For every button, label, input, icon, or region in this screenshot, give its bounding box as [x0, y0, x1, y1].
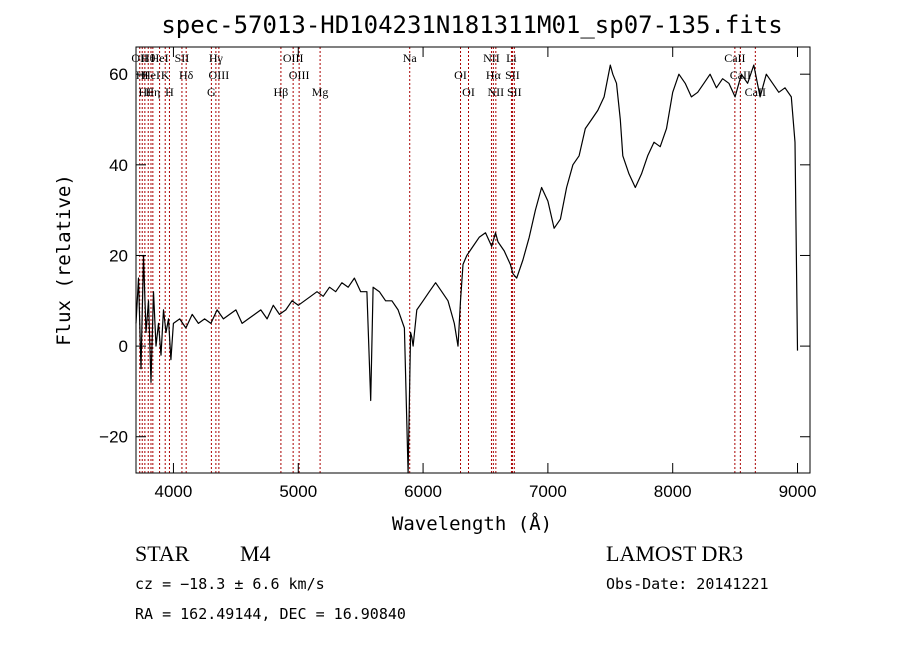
subclass: M4: [240, 541, 271, 566]
spectral-line-markers: [139, 47, 756, 473]
marker-label: OIII: [289, 68, 310, 82]
x-axis-label: Wavelength (Å): [392, 512, 552, 535]
marker-label: HeI: [142, 68, 160, 82]
marker-label: HI: [139, 85, 152, 99]
object-class: STAR: [135, 541, 190, 566]
spectrum-series: [135, 64, 799, 474]
marker-label: Na: [403, 51, 418, 65]
obs-date: Obs-Date: 20141221: [606, 575, 769, 593]
marker-label: OI: [462, 85, 475, 99]
marker-label: CaII: [730, 68, 751, 82]
y-tick-label: −20: [99, 428, 128, 447]
x-tick-label: 4000: [155, 482, 193, 501]
marker-label: Mg: [312, 85, 329, 99]
axis-ticks: 4000 5000 6000 7000 8000 9000 −20 0 20 40 60: [99, 47, 816, 501]
marker-label: OI: [454, 68, 467, 82]
marker-label: Hα: [486, 68, 502, 82]
marker-label: H: [165, 85, 174, 99]
x-tick-label: 8000: [654, 482, 692, 501]
y-tick-label: 20: [109, 246, 128, 265]
y-tick-label: 0: [119, 337, 128, 356]
marker-label: SII: [507, 85, 522, 99]
x-tick-label: 9000: [779, 482, 817, 501]
coordinates: RA = 162.49144, DEC = 16.90840: [135, 605, 406, 623]
marker-label: SII: [505, 68, 520, 82]
marker-label: HI: [136, 68, 149, 82]
plot-frame: [135, 46, 811, 474]
marker-label: SII: [175, 51, 190, 65]
marker-label: K: [161, 68, 170, 82]
marker-label: G: [207, 85, 216, 99]
marker-label: Hη: [145, 85, 160, 99]
x-tick-label: 6000: [404, 482, 442, 501]
y-tick-label: 40: [109, 156, 128, 175]
x-tick-label: 7000: [529, 482, 567, 501]
marker-label: Hγ: [209, 51, 224, 65]
marker-label: NII: [483, 51, 500, 65]
marker-label: HeI: [151, 51, 169, 65]
marker-label: OIII: [283, 51, 304, 65]
marker-label: OIII: [209, 68, 230, 82]
survey-name: LAMOST DR3: [606, 541, 743, 566]
spectrum-line: [135, 64, 799, 474]
marker-label: Hθ: [141, 51, 156, 65]
marker-label: Hβ: [274, 85, 289, 99]
y-tick-label: 60: [109, 65, 128, 84]
marker-label: Hδ: [179, 68, 194, 82]
y-axis-label: Flux (relative): [53, 174, 75, 346]
spectral-line-labels: OIIHIHIHθHeIHηHeIKHSIIHδGHγOIIIHβOIIIOII…: [131, 51, 766, 99]
x-tick-label: 5000: [279, 482, 317, 501]
redshift-readout: cz = −18.3 ± 6.6 km/s: [135, 575, 325, 593]
marker-label: CaII: [724, 51, 745, 65]
marker-label: NII: [488, 85, 505, 99]
marker-label: Li: [506, 51, 517, 65]
chart-title: spec-57013-HD104231N181311M01_sp07-135.f…: [161, 11, 782, 39]
